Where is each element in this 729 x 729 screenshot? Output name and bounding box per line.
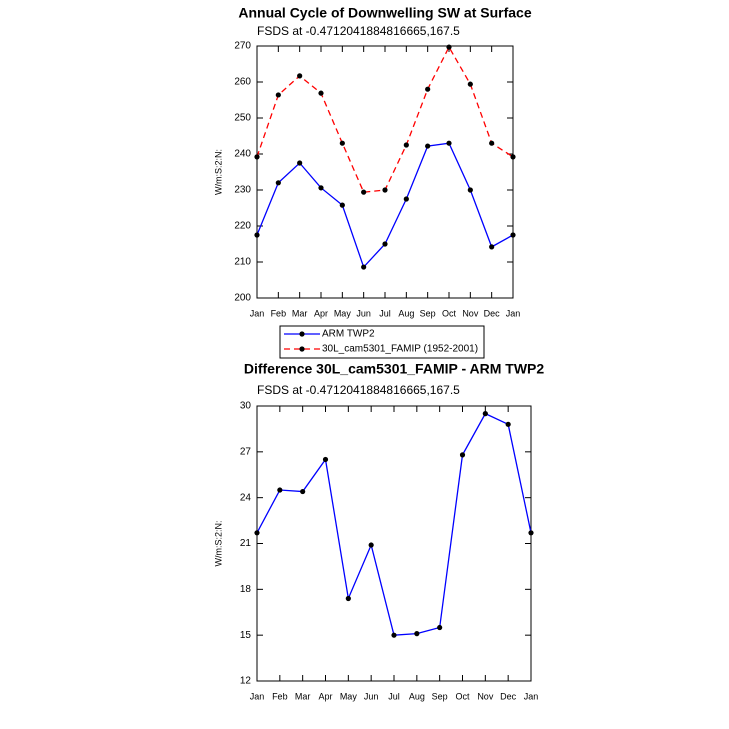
x-tick-label: Jan [506,308,521,318]
data-point [339,140,345,146]
data-point [482,411,488,417]
x-tick-label: Sep [420,308,436,318]
x-tick-label: Nov [477,691,494,701]
chart-title: Difference 30L_cam5301_FAMIP - ARM TWP2 [244,361,545,377]
legend-label: 30L_cam5301_FAMIP (1952-2001) [322,344,478,355]
data-point [361,189,367,195]
data-point [318,90,324,96]
data-point [382,187,388,193]
data-point [467,187,473,193]
data-point [489,140,495,146]
y-tick-label: 24 [240,492,252,503]
data-point [505,421,511,427]
series-line [256,412,532,636]
data-point [459,452,466,458]
data-point [254,154,260,160]
data-point [510,232,516,238]
data-point [425,86,431,92]
data-point [403,142,409,148]
x-tick-label: Feb [271,308,287,318]
x-tick-label: Mar [295,691,311,701]
y-tick-label: 27 [240,446,252,457]
data-point [489,244,495,250]
legend-marker [299,346,305,352]
y-tick-label: 260 [234,77,251,88]
data-point [318,185,324,191]
y-axis-label: W/m:S:2:N: [213,149,223,195]
data-point [446,140,452,146]
x-tick-label: Aug [398,308,414,318]
data-point [528,530,534,536]
y-tick-label: 30 [240,401,252,412]
data-point [382,241,388,247]
data-point [425,143,431,149]
y-tick-label: 230 [234,185,251,196]
x-tick-label: Jun [356,308,371,318]
chart-subtitle: FSDS at -0.4712041884816665,167.5 [257,383,460,397]
y-tick-label: 15 [240,630,252,641]
data-point [414,631,420,637]
x-tick-label: Jul [388,691,400,701]
data-point [437,624,443,631]
data-point [403,196,409,202]
x-tick-label: Dec [500,691,517,701]
data-point [322,456,329,463]
x-tick-label: Jan [250,691,265,701]
x-tick-label: Jul [379,308,391,318]
y-tick-label: 18 [240,584,252,595]
legend-marker [299,331,305,337]
data-point [297,160,303,166]
data-point [345,595,351,602]
data-point [510,154,516,160]
x-tick-label: May [340,691,358,701]
data-point [300,488,306,495]
y-tick-label: 270 [234,41,251,52]
data-point [254,530,260,536]
y-tick-label: 21 [240,538,252,549]
y-tick-label: 250 [234,113,251,124]
x-tick-label: Dec [484,308,501,318]
data-point [297,73,303,79]
y-tick-label: 200 [234,293,251,304]
data-point [361,264,367,270]
legend-label: ARM TWP2 [322,329,375,340]
y-tick-label: 220 [234,221,251,232]
plot-frame [256,405,532,682]
data-point [368,542,374,548]
data-point [339,202,345,208]
series-line [256,142,514,269]
x-tick-label: Jun [364,691,379,701]
x-tick-label: Feb [272,691,288,701]
x-tick-label: Jan [250,308,265,318]
x-tick-label: Oct [455,691,470,701]
y-tick-label: 12 [240,676,252,687]
data-point [277,487,283,493]
x-tick-label: Apr [318,691,332,701]
series-line [256,45,514,193]
y-tick-label: 240 [234,149,251,160]
x-tick-label: May [334,308,352,318]
x-tick-label: Aug [409,691,425,701]
x-tick-label: Sep [432,691,448,701]
data-point [391,632,397,638]
x-tick-label: Nov [462,308,479,318]
x-tick-label: Apr [314,308,328,318]
plot-frame [256,45,514,299]
data-point [254,232,260,238]
x-tick-label: Oct [442,308,457,318]
data-point [275,92,281,98]
y-axis-label: W/m:S:2:N: [213,520,223,566]
legend-box [279,325,485,359]
chart-title: Annual Cycle of Downwelling SW at Surfac… [238,5,531,21]
chart-subtitle: FSDS at -0.4712041884816665,167.5 [257,24,460,38]
data-point [467,81,473,87]
x-tick-label: Mar [292,308,308,318]
data-point [275,180,281,186]
y-tick-label: 210 [234,257,251,268]
data-point [446,44,452,50]
x-tick-label: Jan [524,691,539,701]
